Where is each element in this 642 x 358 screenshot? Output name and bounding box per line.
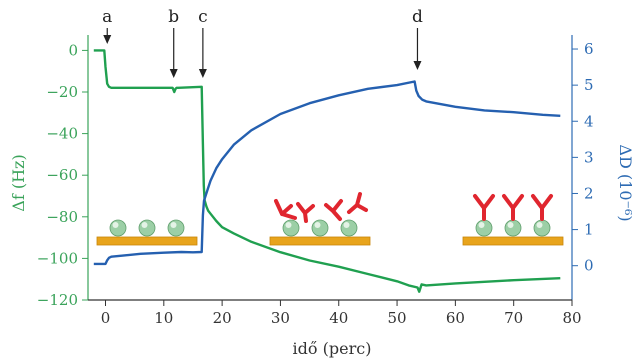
event-marker: a bbox=[102, 7, 112, 44]
y-left-tick-label: −120 bbox=[37, 291, 78, 309]
y-left-axis-label: Δf (Hz) bbox=[9, 154, 28, 211]
gold-surface bbox=[269, 236, 371, 246]
y-left-tick-label: −80 bbox=[46, 208, 78, 226]
particle bbox=[533, 219, 551, 237]
particle-highlight bbox=[285, 222, 292, 228]
particle bbox=[109, 219, 127, 237]
y-left-tick-label: 0 bbox=[68, 41, 78, 59]
marker-arrow-head bbox=[169, 69, 178, 78]
series-layer bbox=[93, 49, 561, 293]
x-tick-label: 60 bbox=[446, 309, 465, 327]
antibody bbox=[296, 202, 315, 223]
event-marker: c bbox=[198, 7, 208, 78]
y-left-tick-label: −20 bbox=[46, 83, 78, 101]
antibody bbox=[531, 194, 553, 221]
particle-highlight bbox=[343, 222, 350, 228]
particle-highlight bbox=[507, 222, 514, 228]
y-right-axis-label: ΔD (10⁻⁶) bbox=[616, 144, 635, 221]
antibody bbox=[473, 194, 495, 221]
x-tick-label: 70 bbox=[504, 309, 523, 327]
marker-arrow-head bbox=[103, 35, 112, 44]
y-right-tick-label: 2 bbox=[584, 184, 594, 202]
x-tick-label: 20 bbox=[213, 309, 232, 327]
y-right-tick-label: 4 bbox=[584, 112, 594, 130]
marker-arrow-head bbox=[198, 69, 207, 78]
antibody bbox=[347, 192, 368, 214]
inset-bare-surface bbox=[96, 219, 198, 246]
antibody bbox=[502, 194, 524, 221]
surface-insets bbox=[96, 192, 564, 246]
x-tick-label: 40 bbox=[329, 309, 348, 327]
particle-highlight bbox=[170, 222, 177, 228]
gold-surface bbox=[462, 236, 564, 246]
y-right-tick-label: 6 bbox=[584, 40, 594, 58]
particle bbox=[504, 219, 522, 237]
particle bbox=[475, 219, 493, 237]
dissipation-shift-line bbox=[93, 80, 561, 266]
axes-layer: 0 10 20 30 40 50 60 70 80 0 −20 −40 −60 −80 −100 −120 0 1… bbox=[37, 35, 594, 327]
y-right-tick-label: 5 bbox=[584, 76, 594, 94]
particle bbox=[138, 219, 156, 237]
gold-surface bbox=[96, 236, 198, 246]
particle-highlight bbox=[314, 222, 321, 228]
marker-arrow-head bbox=[413, 61, 422, 70]
particle-highlight bbox=[112, 222, 119, 228]
y-right-tick-label: 1 bbox=[584, 221, 594, 239]
antibody bbox=[324, 199, 343, 221]
antibody bbox=[274, 199, 297, 220]
inset-mixed-surface bbox=[269, 192, 371, 246]
x-tick-label: 30 bbox=[271, 309, 290, 327]
y-left-tick-label: −60 bbox=[46, 166, 78, 184]
marker-label: c bbox=[198, 7, 208, 27]
marker-label: a bbox=[102, 7, 112, 27]
y-left-tick-label: −100 bbox=[37, 249, 78, 267]
x-tick-label: 50 bbox=[388, 309, 407, 327]
particle bbox=[167, 219, 185, 237]
particle bbox=[282, 219, 300, 237]
marker-label: d bbox=[412, 7, 423, 27]
particle-highlight bbox=[536, 222, 543, 228]
event-marker: d bbox=[412, 7, 423, 70]
y-left-tick-label: −40 bbox=[46, 125, 78, 143]
particle-highlight bbox=[478, 222, 485, 228]
x-tick-label: 80 bbox=[562, 309, 581, 327]
x-tick-label: 0 bbox=[101, 309, 111, 327]
event-marker: b bbox=[168, 7, 179, 78]
marker-label: b bbox=[168, 7, 179, 27]
y-right-tick-label: 0 bbox=[584, 257, 594, 275]
particle-highlight bbox=[141, 222, 148, 228]
frequency-shift-line bbox=[93, 49, 561, 293]
inset-bound-surface bbox=[462, 194, 564, 246]
particle bbox=[311, 219, 329, 237]
particle bbox=[340, 219, 358, 237]
y-right-tick-label: 3 bbox=[584, 148, 594, 166]
x-tick-label: 10 bbox=[154, 309, 173, 327]
x-axis-label: idő (perc) bbox=[293, 339, 372, 358]
